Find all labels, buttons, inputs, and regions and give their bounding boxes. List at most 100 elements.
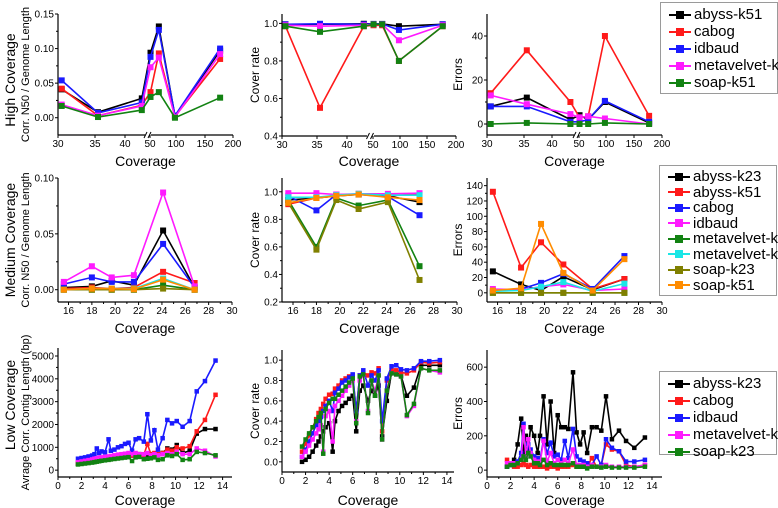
data-point (174, 442, 179, 448)
data-point (487, 92, 494, 99)
data-point (316, 427, 321, 432)
series-line (287, 198, 421, 281)
data-point (562, 438, 568, 444)
data-point (589, 424, 595, 430)
data-point (310, 425, 315, 430)
data-point (558, 424, 564, 430)
data-point (285, 190, 292, 197)
y-tick-label: 0.15 (35, 10, 55, 21)
data-point (518, 457, 524, 463)
data-point (174, 418, 179, 424)
legend-marker-icon (668, 379, 690, 388)
series-line (492, 221, 625, 292)
data-point (489, 268, 496, 275)
series-soap-k51 (487, 119, 653, 127)
series-line (288, 193, 420, 204)
data-point (427, 368, 432, 373)
data-point (394, 372, 399, 377)
x-tick-label: 28 (203, 306, 215, 317)
data-point (544, 466, 550, 471)
data-point (169, 421, 175, 426)
data-point (126, 454, 131, 460)
panel-low-cover-rate: 0 2 4 6 8 10 12 14 0.0 0.2 0.4 0.6 0.8 1.0 Coverage Cov… (248, 350, 454, 508)
data-point (86, 460, 91, 466)
data-point (515, 464, 520, 469)
data-point (145, 456, 150, 461)
legend-item: abyss-k51 (668, 184, 770, 201)
data-point (147, 93, 154, 100)
data-point (361, 383, 366, 388)
series-cabog (282, 22, 446, 111)
data-point (92, 451, 97, 457)
data-point (115, 456, 121, 461)
legend-marker-icon (668, 430, 690, 439)
data-point (160, 276, 167, 283)
data-point (60, 286, 67, 293)
data-point (511, 457, 517, 463)
data-point (531, 454, 537, 459)
data-point (548, 450, 553, 456)
data-point (213, 392, 218, 398)
data-point (531, 457, 537, 463)
data-point (518, 285, 525, 292)
panel-high-errors: 30 35 40 50 100 150 200 0 20 40 Coverage Errors (451, 14, 671, 169)
y-tick-label: 0.2 (264, 437, 278, 448)
legend-label: cabog (694, 23, 735, 40)
legend-item: abyss-k23 (668, 375, 770, 392)
data-point (357, 388, 363, 393)
row-title: Medium Coverage (2, 183, 18, 298)
series-soap-k51 (285, 191, 423, 206)
y-tick-label: 0.05 (35, 229, 55, 240)
series-line (63, 190, 196, 287)
legend-label: soap-k51 (694, 74, 756, 91)
data-point (155, 89, 162, 96)
y-tick-label: 0 (477, 466, 483, 477)
panel-medium-errors: 16 18 20 22 24 26 28 30 0 20 40 60 80 100 120 140 Covera… (451, 178, 668, 336)
data-point (508, 462, 513, 468)
data-point (525, 464, 531, 469)
data-point (562, 424, 568, 430)
data-point (152, 455, 157, 460)
x-tick-label: 30 (52, 139, 64, 150)
data-point (437, 363, 443, 368)
x-tick-label: 0 (279, 476, 285, 487)
data-point (404, 371, 410, 376)
data-point (594, 454, 599, 459)
data-point (355, 202, 362, 209)
x-tick-label: 16 (63, 306, 75, 317)
x-tick-label: 12 (623, 481, 635, 492)
data-point (313, 246, 320, 253)
x-tick-label: 200 (654, 139, 671, 150)
legend-label: abyss-k51 (694, 6, 763, 23)
data-point (621, 289, 628, 296)
series-soap-k23 (504, 450, 648, 471)
data-point (437, 368, 443, 373)
data-point (330, 408, 335, 414)
data-point (313, 431, 319, 436)
data-point (404, 393, 410, 398)
data-point (548, 440, 553, 445)
legend-marker-icon (669, 61, 691, 70)
data-point (317, 104, 323, 111)
data-point (89, 457, 95, 462)
x-tick-label: 12 (418, 476, 430, 487)
data-point (122, 455, 128, 460)
series-line (284, 24, 444, 110)
data-point (122, 441, 128, 447)
data-point (180, 451, 185, 457)
x-tick-label: 150 (626, 139, 643, 150)
data-point (616, 465, 622, 470)
series-metavelvet-k23 (75, 446, 218, 465)
legend-low-coverage: abyss-k23cabogidbaudmetavelvet-k23soap-k… (659, 371, 778, 460)
data-point (642, 457, 648, 463)
y-tick-label: 0.00 (35, 285, 55, 296)
legend-label: cabog (693, 392, 734, 409)
data-point (538, 220, 545, 227)
x-tick-label: 12 (194, 481, 206, 492)
x-tick-label: 4 (102, 481, 108, 492)
data-point (418, 363, 424, 368)
data-point (523, 454, 529, 459)
data-point (376, 368, 381, 373)
x-tick-label: 26 (180, 306, 192, 317)
y-tick-label: 1000 (32, 443, 55, 454)
